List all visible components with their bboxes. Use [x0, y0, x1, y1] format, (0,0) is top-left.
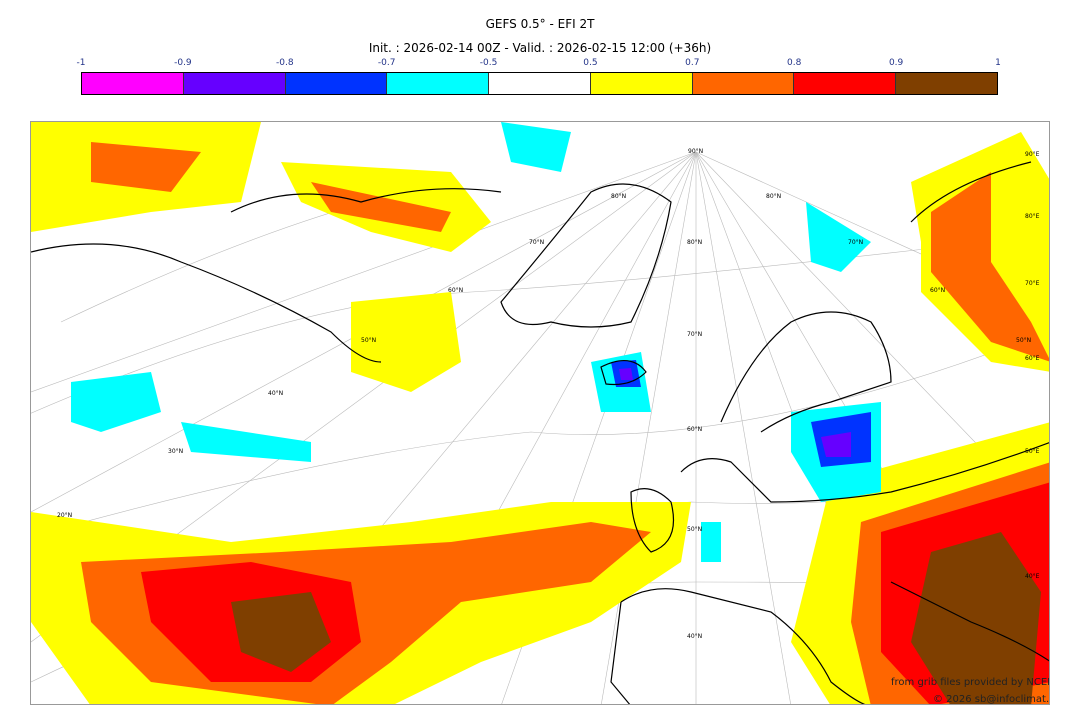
- chart-title: GEFS 0.5° - EFI 2T: [485, 17, 595, 31]
- legend-tick-label: 0.5: [583, 58, 598, 68]
- legend-swatch: [489, 73, 591, 94]
- legend-swatch: [692, 73, 795, 94]
- coordinate-label: 80°E: [1025, 213, 1040, 220]
- coordinate-label: 90°E: [1025, 151, 1040, 158]
- coordinate-label: 80°N: [766, 193, 782, 200]
- coordinate-label: 70°N: [848, 239, 864, 246]
- legend-swatch: [896, 73, 998, 94]
- chart-subtitle: Init. : 2026-02-14 00Z - Valid. : 2026-0…: [368, 41, 712, 55]
- legend-swatch: [82, 73, 184, 94]
- legend-swatch: [285, 73, 388, 94]
- coordinate-label: 80°N: [687, 239, 703, 246]
- legend-swatch: [387, 73, 490, 94]
- copyright: © 2026 sb@infoclimat.fr: [933, 694, 1050, 705]
- coordinate-label: 40°N: [268, 390, 284, 397]
- legend-tick-label: 0.7: [685, 58, 700, 68]
- legend-tick-label: -0.9: [174, 58, 192, 68]
- legend-swatch: [590, 73, 693, 94]
- legend-tick-label: -0.8: [275, 58, 294, 68]
- legend-swatch: [794, 73, 897, 94]
- legend-tick-label: -1: [76, 58, 86, 68]
- legend-tick-label: -0.5: [479, 58, 498, 68]
- coordinate-label: 50°N: [361, 337, 377, 344]
- coordinate-label: 70°N: [529, 239, 545, 246]
- coordinate-label: 30°N: [168, 448, 184, 455]
- legend-tick-label: 0.9: [888, 58, 904, 68]
- coastlines: [31, 161, 1049, 704]
- efi-field: [31, 122, 1049, 704]
- legend-tick-label: 0.8: [787, 58, 802, 68]
- legend-swatch: [183, 73, 286, 94]
- coordinate-label: 50°E: [1025, 448, 1040, 455]
- coordinate-label: 50°N: [687, 526, 703, 533]
- coordinate-label: 70°E: [1025, 280, 1040, 287]
- coordinate-label: 60°N: [448, 287, 464, 294]
- coordinate-label: 20°N: [57, 512, 73, 519]
- coordinate-label: 90°N: [688, 148, 704, 155]
- coordinate-label: 60°N: [930, 287, 946, 294]
- coordinate-label: 60°E: [1025, 355, 1040, 362]
- coordinate-label: 40°E: [1025, 573, 1040, 580]
- legend-tick-label: 1: [995, 58, 1001, 68]
- map-svg: [31, 122, 1049, 704]
- map-panel: 90°W80°W70°W60°W90°E80°E70°E60°E50°E40°E…: [30, 121, 1050, 705]
- coordinate-label: 80°N: [611, 193, 627, 200]
- color-legend: [81, 72, 998, 95]
- legend-tick-label: -0.7: [377, 58, 396, 68]
- data-credit: from grib files provided by NCEP: [891, 677, 1050, 688]
- coordinate-label: 40°N: [687, 633, 703, 640]
- coordinate-label: 70°N: [687, 331, 703, 338]
- coordinate-label: 50°N: [1016, 337, 1032, 344]
- coordinate-label: 60°N: [687, 426, 703, 433]
